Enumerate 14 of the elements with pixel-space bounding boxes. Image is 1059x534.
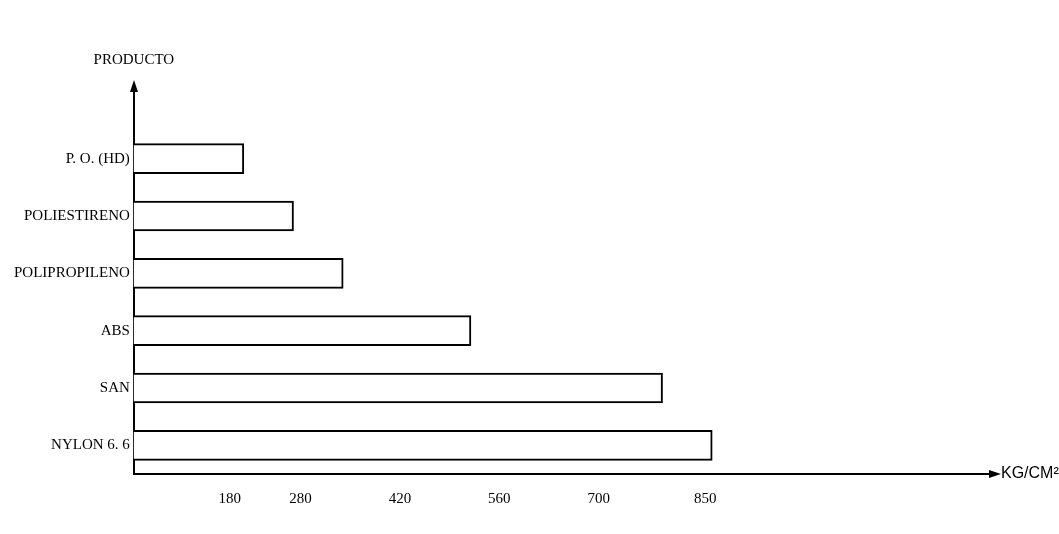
y-tick-label: ABS (100, 321, 130, 338)
y-tick-label: SAN (99, 378, 130, 395)
y-tick-label: POLIPROPILENO (14, 264, 130, 281)
x-tick-label: 700 (587, 489, 610, 506)
y-tick-label: NYLON 6. 6 (51, 436, 131, 453)
y-axis-title: PRODUCTO (93, 50, 175, 67)
x-axis-title: KG/CM² (1001, 464, 1059, 482)
x-tick-label: 420 (388, 489, 412, 506)
x-tick-label: 850 (693, 489, 717, 506)
x-tick-label: 280 (289, 489, 312, 506)
x-tick-label: 180 (218, 489, 241, 506)
x-tick-label: 560 (488, 489, 511, 506)
y-tick-label: P. O. (HD) (65, 149, 130, 167)
y-tick-label: POLIESTIRENO (24, 206, 131, 223)
